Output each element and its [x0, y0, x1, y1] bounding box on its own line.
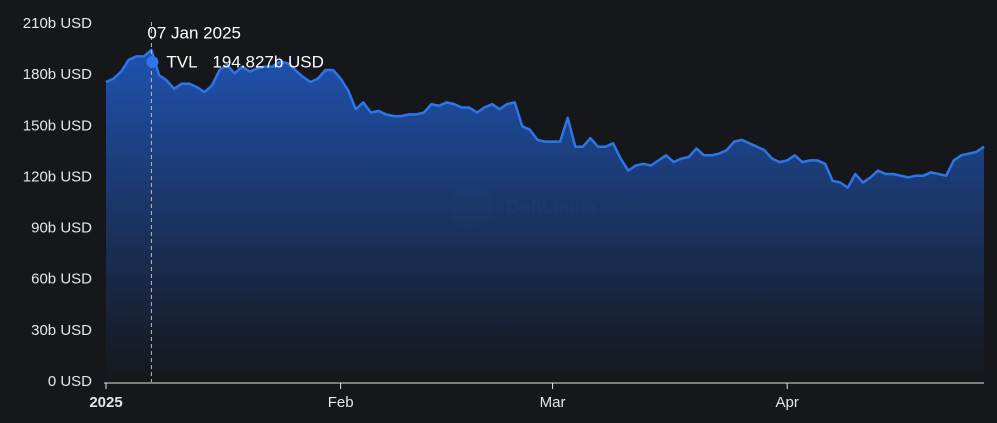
x-tick-label: 2025: [89, 394, 122, 411]
y-tick-label: 150b USD: [23, 117, 92, 134]
y-tick-label: 0 USD: [48, 373, 92, 390]
line: [105, 48, 985, 189]
y-tick-label: 90b USD: [31, 220, 92, 237]
x-tick-label: Mar: [540, 394, 566, 411]
y-tick-label: 30b USD: [31, 322, 92, 339]
tooltip-value: 194.827b USD: [212, 52, 324, 71]
tooltip-series: TVL: [166, 52, 197, 71]
tooltip-dot: [146, 56, 159, 68]
y-tick-label: 180b USD: [23, 66, 92, 83]
y-tick-label: 120b USD: [23, 168, 92, 185]
tooltip-title: 07 Jan 2025: [147, 23, 241, 42]
x-tick-label: Feb: [328, 394, 354, 411]
y-tick-label: 210b USD: [23, 15, 92, 32]
y-tick-label: 60b USD: [31, 271, 92, 288]
x-tick-label: Apr: [776, 394, 799, 411]
area: [106, 49, 984, 383]
